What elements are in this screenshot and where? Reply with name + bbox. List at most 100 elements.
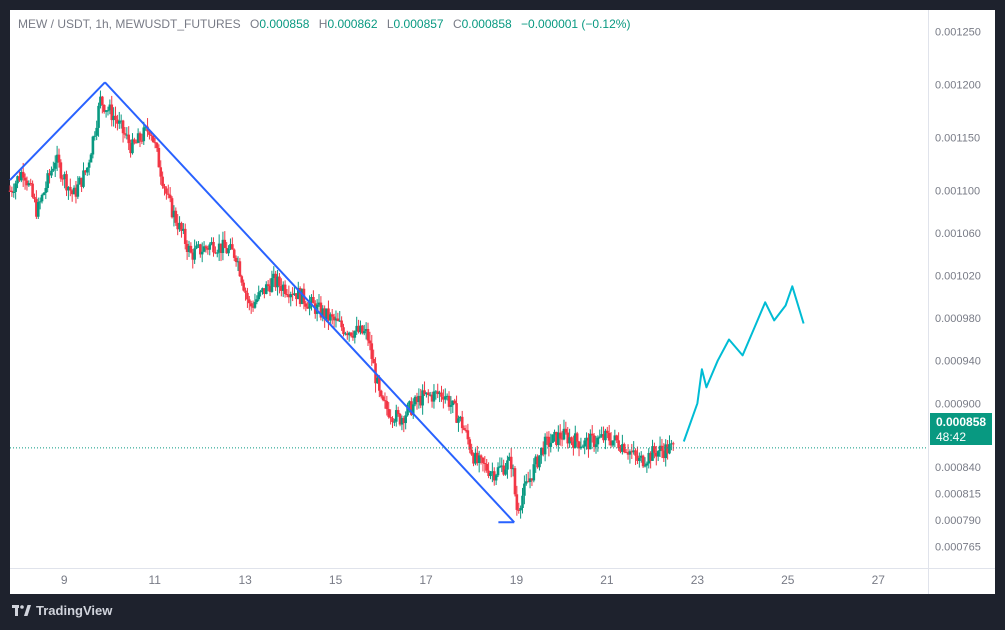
last-price-badge: 0.000858 48:42 bbox=[930, 413, 992, 445]
candle-body bbox=[475, 452, 479, 464]
candle-body bbox=[647, 452, 651, 464]
candle-body bbox=[157, 148, 161, 168]
candle-body bbox=[611, 440, 615, 446]
candle-body bbox=[570, 437, 573, 442]
candle-body bbox=[312, 297, 315, 304]
candle-body bbox=[654, 452, 658, 457]
tradingview-logo-icon bbox=[12, 604, 31, 616]
candle-body bbox=[287, 294, 291, 298]
candle-body bbox=[89, 154, 93, 163]
candle-body bbox=[568, 437, 571, 444]
candle-body bbox=[372, 358, 375, 364]
candle-body bbox=[536, 456, 539, 468]
time-tick-label: 9 bbox=[61, 573, 68, 587]
candle-body bbox=[658, 445, 662, 452]
price-tick-label: 0.001250 bbox=[935, 26, 981, 38]
candle-body bbox=[671, 443, 675, 445]
candle-body bbox=[134, 142, 138, 144]
price-axis[interactable] bbox=[928, 10, 995, 568]
last-price-value: 0.000858 bbox=[936, 415, 987, 429]
candle-body bbox=[477, 455, 481, 464]
candle-body bbox=[204, 246, 208, 249]
candle-body bbox=[172, 210, 176, 218]
candle-body bbox=[638, 457, 641, 461]
candle-body bbox=[513, 468, 517, 495]
candle-body bbox=[391, 418, 394, 423]
candle-body bbox=[84, 170, 87, 173]
candle-body bbox=[116, 119, 119, 124]
candle-body bbox=[572, 441, 575, 448]
candle-body bbox=[10, 190, 14, 193]
candle-body bbox=[641, 455, 645, 467]
candle-body bbox=[344, 333, 347, 335]
candle-body bbox=[359, 325, 362, 333]
candle-body bbox=[91, 136, 95, 155]
candle-body bbox=[662, 450, 666, 459]
candle-body bbox=[234, 257, 238, 262]
candle-body bbox=[664, 444, 668, 459]
candle-body bbox=[112, 115, 115, 121]
candle-body bbox=[14, 183, 17, 192]
candle-body bbox=[389, 417, 392, 419]
candle-body bbox=[176, 222, 179, 230]
time-tick-label: 15 bbox=[329, 573, 343, 587]
candle-body bbox=[421, 390, 424, 406]
candle-body bbox=[133, 139, 136, 143]
time-tick-label: 13 bbox=[238, 573, 252, 587]
candle-body bbox=[617, 440, 620, 449]
candle-body bbox=[594, 444, 598, 447]
candle-body bbox=[615, 435, 619, 441]
candle-body bbox=[16, 176, 19, 184]
candle-body bbox=[259, 290, 262, 293]
candle-body bbox=[632, 450, 635, 453]
candle-body bbox=[613, 435, 617, 441]
candle-body bbox=[498, 466, 502, 468]
time-tick-label: 17 bbox=[419, 573, 433, 587]
candle-body bbox=[308, 302, 311, 309]
candle-body bbox=[459, 416, 462, 419]
candle-body bbox=[643, 465, 647, 467]
candle-body bbox=[131, 139, 134, 154]
candle-body bbox=[502, 465, 505, 475]
candle-body bbox=[606, 430, 609, 433]
candle-body bbox=[402, 418, 406, 424]
candle-body bbox=[506, 460, 509, 470]
candle-body bbox=[185, 243, 189, 252]
candle-body bbox=[283, 284, 287, 294]
candle-body bbox=[602, 434, 605, 441]
bar-countdown: 48:42 bbox=[936, 430, 967, 444]
candle-body bbox=[57, 154, 61, 163]
time-axis[interactable] bbox=[10, 568, 928, 594]
tradingview-brand[interactable]: TradingView bbox=[12, 603, 112, 618]
candle-body bbox=[123, 133, 127, 135]
price-tick-label: 0.000940 bbox=[935, 356, 981, 368]
candle-body bbox=[511, 468, 515, 470]
candle-body bbox=[551, 434, 554, 443]
candle-body bbox=[598, 436, 602, 438]
candle-body bbox=[52, 168, 55, 171]
candle-body bbox=[628, 451, 632, 455]
candle-body bbox=[206, 248, 210, 250]
candle-body bbox=[285, 293, 289, 295]
candle-body bbox=[99, 96, 102, 106]
candle-body bbox=[321, 308, 325, 318]
candle-body bbox=[573, 433, 577, 448]
time-tick-label: 23 bbox=[691, 573, 705, 587]
candle-body bbox=[8, 190, 12, 192]
axis-corner bbox=[928, 568, 995, 594]
candle-body bbox=[336, 318, 340, 321]
candle-body bbox=[208, 244, 212, 250]
candle-body bbox=[42, 192, 46, 195]
candle-body bbox=[442, 396, 445, 400]
candle-body bbox=[48, 173, 51, 176]
legend-high-value: 0.000862 bbox=[327, 17, 378, 31]
candle-body bbox=[53, 162, 57, 169]
candle-body bbox=[65, 174, 68, 191]
candle-body bbox=[504, 469, 507, 475]
candle-body bbox=[95, 127, 98, 136]
candle-body bbox=[93, 135, 97, 137]
candle-body bbox=[338, 320, 342, 322]
candle-body bbox=[193, 248, 196, 260]
candle-body bbox=[651, 446, 654, 461]
candle-body bbox=[449, 405, 453, 407]
